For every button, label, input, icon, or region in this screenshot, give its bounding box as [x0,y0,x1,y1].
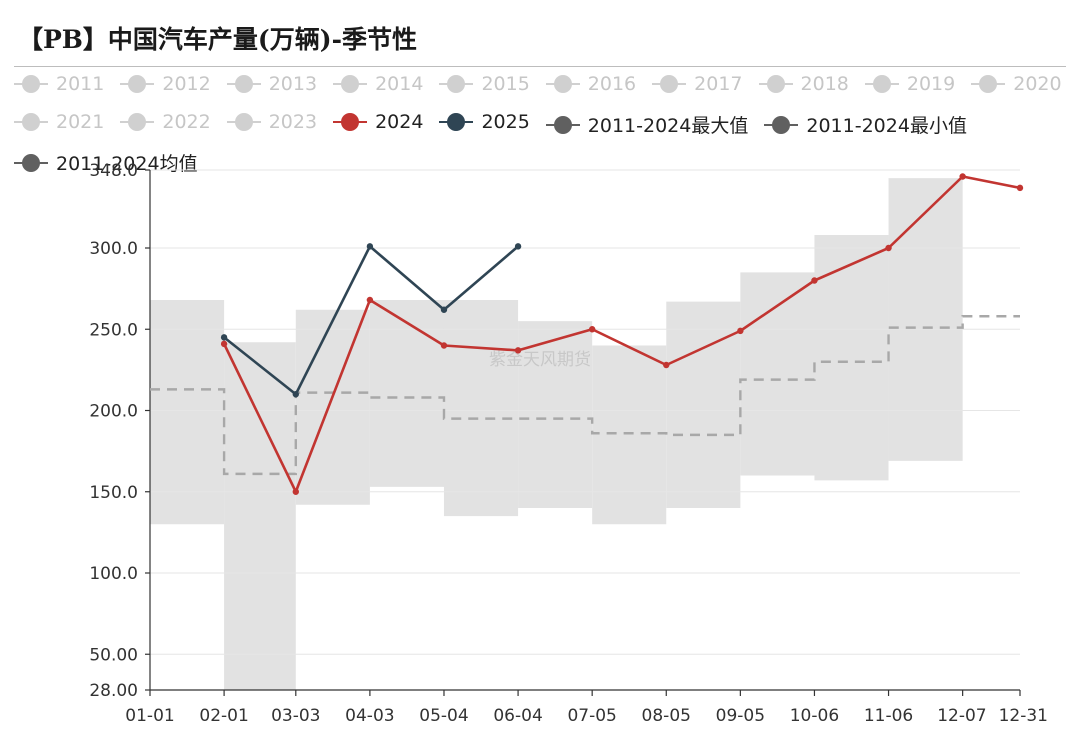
series-point-2024[interactable] [220,340,228,348]
x-tick-label: 12-31 [999,706,1048,726]
x-tick-label: 06-04 [493,706,542,726]
x-tick-label: 05-04 [419,706,468,726]
y-tick-label: 348.0 [89,161,138,181]
series-point-2024[interactable] [514,347,522,354]
x-tick-label: 11-06 [864,706,913,726]
series-point-2025[interactable] [440,306,448,313]
x-tick-label: 12-07 [937,706,986,726]
x-tick-label: 04-03 [345,706,394,726]
watermark: 紫金天风期货 [489,350,591,370]
series-point-2024[interactable] [588,326,596,333]
range-band-segment [369,300,444,487]
y-tick-label: 300.0 [89,239,138,259]
series-point-2025[interactable] [292,391,299,398]
title-divider [14,66,1066,67]
series-point-2025[interactable] [220,334,228,341]
range-band-segment [150,300,225,525]
y-tick-label: 28.00 [89,681,138,701]
series-point-2024[interactable] [885,244,892,252]
range-band-segment [592,345,667,525]
chart-title: 【PB】中国汽车产量(万辆)-季节性 [18,25,417,54]
range-band-segment [443,300,519,517]
series-point-2024[interactable] [737,327,744,335]
series-point-2025[interactable] [366,243,374,250]
range-band-segment [740,272,815,476]
range-band-segment [814,235,889,481]
series-point-2024[interactable] [811,277,818,284]
x-tick-label: 08-05 [642,706,691,726]
x-tick-label: 03-03 [271,706,320,726]
series-point-2024[interactable] [366,296,374,304]
x-tick-label: 07-05 [567,706,616,726]
y-tick-label: 50.00 [89,645,138,665]
axis-layer: 28.00 50.00 100.0 150.0 200.0 250.0 300.0 348.0… [89,161,1048,726]
range-band-layer [150,178,963,690]
series-point-2024[interactable] [292,488,299,495]
range-band-segment [666,301,741,508]
range-band-segment [888,178,963,461]
x-tick-label: 09-05 [716,706,765,726]
range-band-segment [224,342,296,690]
y-tick-label: 100.0 [89,564,138,584]
series-point-2024[interactable] [959,173,966,180]
series-line-2024 [222,175,1021,494]
series-point-2024[interactable] [1016,184,1024,192]
range-band-segment [295,309,370,505]
series-layer [150,173,1024,495]
series-point-2024[interactable] [663,361,670,369]
y-tick-label: 250.0 [89,320,138,340]
x-tick-label: 02-01 [199,706,248,726]
y-tick-label: 150.0 [89,483,138,503]
x-tick-label: 01-01 [125,706,174,726]
range-band-segment [518,321,593,508]
series-point-2024[interactable] [440,342,448,349]
y-tick-label: 200.0 [89,402,138,422]
x-tick-label: 10-06 [790,706,839,726]
series-line-mean [150,315,1020,476]
series-point-2025[interactable] [514,243,522,250]
